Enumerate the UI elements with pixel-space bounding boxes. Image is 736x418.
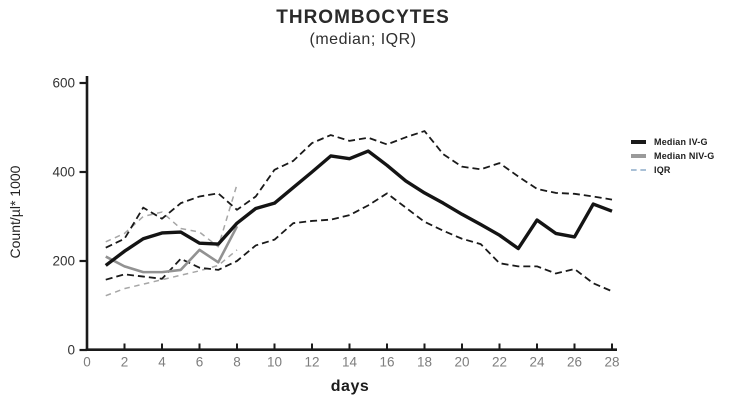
legend-item-iqr: IQR xyxy=(631,163,714,177)
x-tick-label: 2 xyxy=(121,355,129,370)
x-tick-label: 28 xyxy=(604,355,619,370)
x-tick-label: 18 xyxy=(417,355,432,370)
chart-subtitle: (median; IQR) xyxy=(309,31,417,48)
x-tick-label: 0 xyxy=(83,355,91,370)
x-tick-label: 16 xyxy=(379,355,394,370)
legend-item-median-nivg: Median NIV-G xyxy=(631,149,714,163)
legend-item-median-ivg: Median IV-G xyxy=(631,135,714,149)
x-axis-label: days xyxy=(330,378,370,395)
legend-swatch-median-ivg xyxy=(631,140,646,144)
legend-label-median-nivg: Median NIV-G xyxy=(654,151,715,161)
series-iqr-niv-g-lower xyxy=(105,249,238,297)
x-tick-label: 4 xyxy=(158,355,166,370)
y-tick-label: 0 xyxy=(67,343,75,358)
series-median-niv-g xyxy=(105,225,239,274)
series-iqr-iv-g-upper xyxy=(105,130,613,249)
series-iqr-iv-g-lower xyxy=(105,192,613,293)
legend-label-iqr: IQR xyxy=(654,165,671,175)
series-median-iv-g xyxy=(104,149,613,267)
chart-header: THROMBOCYTES (median; IQR) xyxy=(85,0,641,48)
y-tick-label: 200 xyxy=(52,254,75,269)
legend-swatch-median-nivg xyxy=(631,154,646,158)
x-tick-label: 8 xyxy=(233,355,241,370)
x-tick-label: 12 xyxy=(304,355,319,370)
chart-legend: Median IV-G Median NIV-G IQR xyxy=(631,135,714,177)
x-tick-label: 14 xyxy=(342,355,358,370)
x-tick-label: 24 xyxy=(529,355,545,370)
x-tick-label: 10 xyxy=(267,355,282,370)
y-tick-label: 400 xyxy=(52,165,75,180)
x-tick-label: 26 xyxy=(567,355,582,370)
x-tick-label: 20 xyxy=(454,355,469,370)
y-tick-label: 600 xyxy=(52,76,75,91)
legend-label-median-ivg: Median IV-G xyxy=(654,137,708,147)
series-iqr-niv-g-upper xyxy=(105,184,238,248)
chart-title: THROMBOCYTES xyxy=(276,7,450,28)
legend-swatch-iqr xyxy=(631,169,646,171)
x-tick-label: 6 xyxy=(196,355,204,370)
x-tick-label: 22 xyxy=(492,355,507,370)
